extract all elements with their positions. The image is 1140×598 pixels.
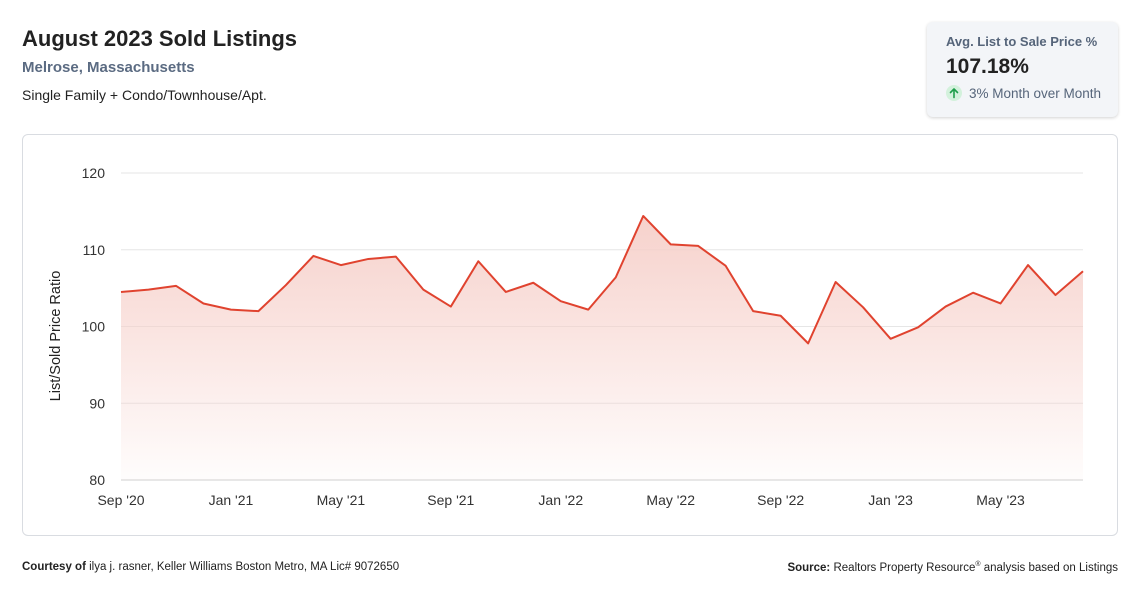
footer-source: Source: Realtors Property Resource® anal… xyxy=(787,561,1118,574)
x-tick-label: May '23 xyxy=(976,492,1025,508)
y-tick-label: 100 xyxy=(82,319,106,335)
kpi-card: Avg. List to Sale Price % 107.18% 3% Mon… xyxy=(927,22,1118,117)
series-line xyxy=(120,214,1084,345)
area-fill xyxy=(121,215,1083,480)
arrow-up-icon xyxy=(946,85,962,101)
property-types-label: Single Family + Condo/Townhouse/Apt. xyxy=(22,87,267,103)
y-tick-label: 110 xyxy=(83,242,106,258)
page-title: August 2023 Sold Listings xyxy=(22,26,298,51)
line-chart: 120 110 100 90 80 Sep '20 Jan '21 May '21 Sep '… xyxy=(48,165,1084,508)
source-text-main: Realtors Property Resource xyxy=(833,561,976,574)
x-tick-label: Jan '23 xyxy=(868,492,913,508)
kpi-label: Avg. List to Sale Price % xyxy=(946,34,1098,49)
courtesy-label: Courtesy of xyxy=(22,561,86,573)
kpi-value: 107.18% xyxy=(946,55,1029,78)
x-tick-label: Sep '22 xyxy=(757,492,804,508)
registered-mark: ® xyxy=(975,561,981,568)
x-tick-label: May '22 xyxy=(646,492,695,508)
x-tick-label: Jan '21 xyxy=(209,492,254,508)
chart-panel: 120 110 100 90 80 Sep '20 Jan '21 May '21 Sep '… xyxy=(22,134,1118,536)
courtesy-text: ilya j. rasner, Keller Williams Boston M… xyxy=(89,561,400,573)
source-text-tail: analysis based on Listings xyxy=(980,561,1118,574)
source-label: Source: xyxy=(787,561,831,574)
x-tick-label: Sep '21 xyxy=(427,492,474,508)
location-subtitle: Melrose, Massachusetts xyxy=(22,59,195,76)
x-tick-label: May '21 xyxy=(317,492,366,508)
y-axis-label: List/Sold Price Ratio xyxy=(48,271,64,402)
kpi-change: 3% Month over Month xyxy=(946,85,1118,101)
footer-courtesy: Courtesy of ilya j. rasner, Keller Willi… xyxy=(22,561,399,573)
x-tick-label: Sep '20 xyxy=(97,492,144,508)
y-tick-label: 80 xyxy=(89,472,105,488)
kpi-change-text: 3% Month over Month xyxy=(969,85,1102,101)
y-tick-label: 120 xyxy=(82,165,106,181)
y-tick-label: 90 xyxy=(89,395,105,411)
x-tick-label: Jan '22 xyxy=(538,492,583,508)
